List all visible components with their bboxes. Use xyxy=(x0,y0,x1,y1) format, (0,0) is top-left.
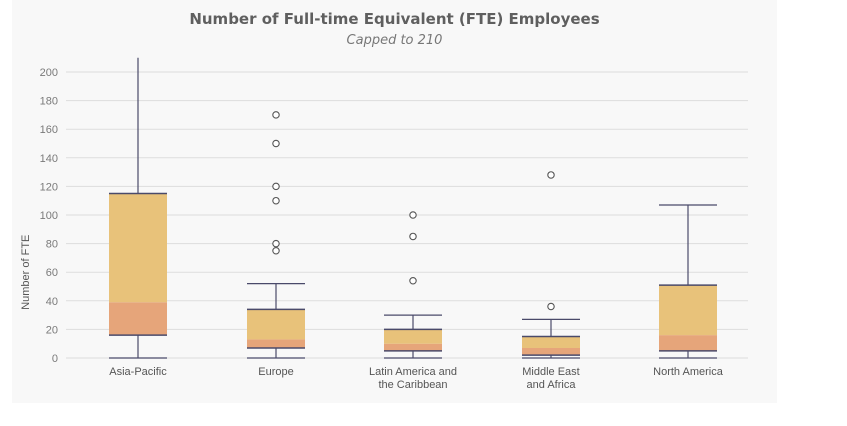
chart-subtitle: Capped to 210 xyxy=(346,33,443,48)
outlier-point-europe xyxy=(272,196,280,205)
x-category-label-middle-east-and-africa: Middle East xyxy=(522,366,579,378)
y-tick-label: 200 xyxy=(40,67,58,79)
box-upper-europe xyxy=(247,309,305,340)
y-tick-label: 160 xyxy=(40,124,58,136)
box-upper-middle-east-and-africa xyxy=(522,336,580,348)
outlier-point-middle-east-and-africa xyxy=(547,302,555,311)
chart-title: Number of Full-time Equivalent (FTE) Emp… xyxy=(189,10,600,28)
y-tick-label: 0 xyxy=(52,353,58,365)
y-tick-label: 60 xyxy=(46,267,58,279)
box-lower-latin-america-and-the-caribbean xyxy=(384,343,442,351)
y-tick-label: 100 xyxy=(40,210,58,222)
box-lower-europe xyxy=(247,339,305,348)
y-tick-label: 40 xyxy=(46,296,58,308)
box-lower-middle-east-and-africa xyxy=(522,347,580,356)
outlier-point-europe xyxy=(272,239,280,248)
y-tick-label: 80 xyxy=(46,239,58,251)
outlier-point-latin-america-and-the-caribbean xyxy=(409,277,417,285)
x-category-label-asia-pacific: Asia-Pacific xyxy=(109,366,167,378)
y-tick-label: 120 xyxy=(40,181,58,193)
box-lower-asia-pacific xyxy=(109,302,167,336)
box-upper-asia-pacific xyxy=(109,193,167,303)
box-upper-north-america xyxy=(659,285,717,336)
outlier-point-latin-america-and-the-caribbean xyxy=(409,211,417,219)
y-tick-label: 20 xyxy=(46,324,58,336)
box-upper-latin-america-and-the-caribbean xyxy=(384,329,442,344)
outlier-point-europe xyxy=(272,111,280,119)
x-category-label-middle-east-and-africa: and Africa xyxy=(527,379,577,391)
x-category-label-latin-america-and-the-caribbean: Latin America and xyxy=(369,366,457,378)
x-category-label-europe: Europe xyxy=(258,366,293,378)
outlier-point-middle-east-and-africa xyxy=(547,171,555,179)
outlier-point-europe xyxy=(272,182,280,191)
y-tick-label: 140 xyxy=(40,153,58,165)
x-category-label-north-america: North America xyxy=(653,366,724,378)
box-lower-north-america xyxy=(659,335,717,351)
outlier-point-europe xyxy=(272,247,280,255)
outlier-point-europe xyxy=(272,139,280,148)
x-category-label-latin-america-and-the-caribbean: the Caribbean xyxy=(378,379,447,391)
outlier-point-latin-america-and-the-caribbean xyxy=(409,232,417,241)
y-tick-label: 180 xyxy=(40,96,58,108)
y-axis-title: Number of FTE xyxy=(20,235,32,310)
